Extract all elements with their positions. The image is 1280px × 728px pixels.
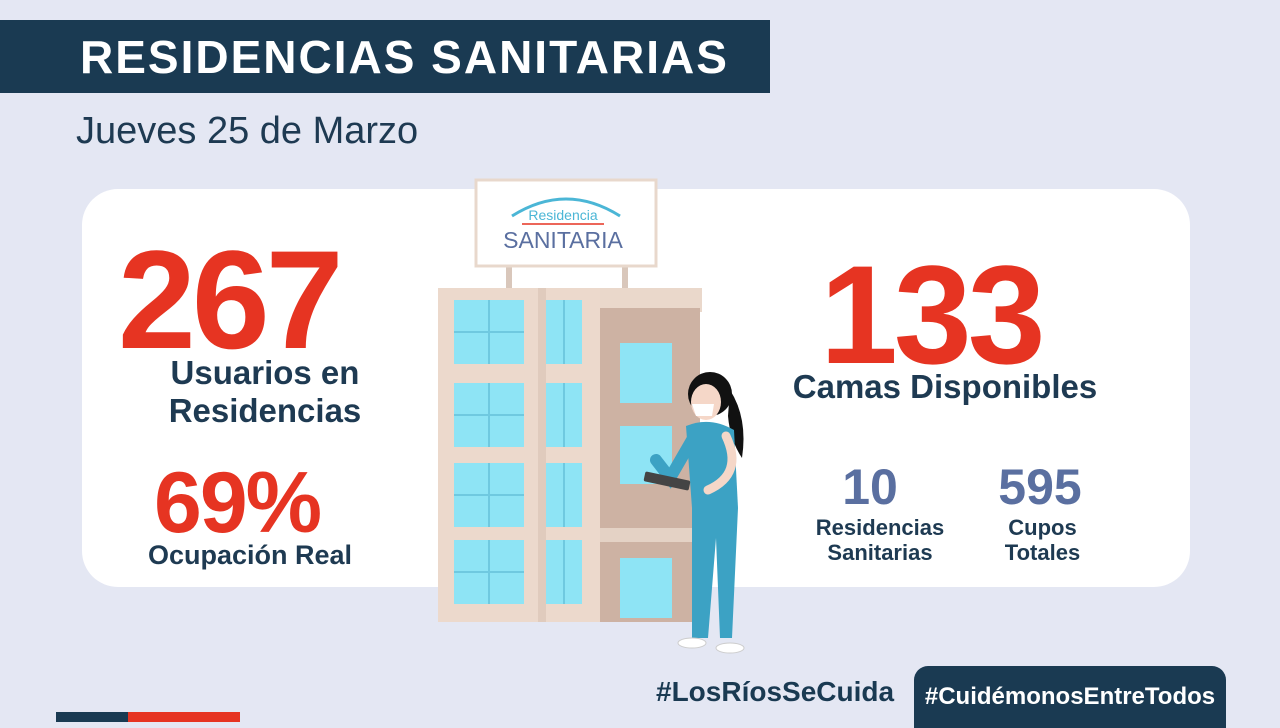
camas-value: 133 — [820, 236, 1046, 393]
usuarios-label-line2: Residencias — [168, 391, 362, 429]
residencias-label-line1: Residencias — [815, 515, 945, 540]
date-subtitle: Jueves 25 de Marzo — [76, 110, 419, 152]
building — [438, 288, 702, 622]
usuarios-label-line1: Usuarios en — [170, 354, 360, 391]
cupos-label-line2: Totales — [1004, 540, 1081, 566]
footer-stripe-red — [128, 712, 240, 722]
clipboard-icon — [643, 471, 691, 491]
sign-arc-icon — [511, 197, 621, 218]
building-nurse-illustration: Residencia SANITARIA — [438, 178, 745, 654]
footer-stripe-blue — [56, 712, 128, 722]
usuarios-value: 267 — [118, 221, 344, 378]
hashtag-los-rios: #LosRíosSeCuida — [656, 676, 895, 707]
cupos-label: Cupos Totales — [970, 515, 1115, 566]
title-banner: RESIDENCIAS SANITARIAS — [0, 20, 770, 93]
hashtag-cuidemonos: #CuidémonosEntreTodos — [924, 683, 1216, 710]
residencias-label: Residencias Sanitarias — [800, 515, 960, 566]
sign-line1: Residencia — [528, 207, 597, 223]
usuarios-label: Usuarios en Residencias — [130, 354, 400, 430]
residencias-value: 10 — [842, 459, 898, 515]
residencia-sign: Residencia SANITARIA — [474, 178, 658, 290]
sign-line2: SANITARIA — [503, 227, 623, 253]
nurse-figure — [643, 372, 745, 654]
page-title: RESIDENCIAS SANITARIAS — [80, 30, 729, 83]
cupos-value: 595 — [998, 459, 1082, 515]
cupos-label-line1: Cupos — [1008, 515, 1077, 540]
ocupacion-value: 69% — [154, 455, 322, 551]
camas-label: Camas Disponibles — [792, 368, 1098, 405]
residencias-label-line2: Sanitarias — [827, 540, 933, 566]
ocupacion-label: Ocupación Real — [147, 540, 353, 570]
face-mask-icon — [692, 404, 714, 416]
hashtag-box: #CuidémonosEntreTodos — [914, 666, 1226, 728]
